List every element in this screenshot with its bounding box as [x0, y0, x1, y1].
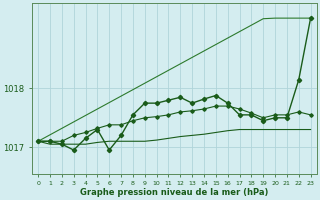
- X-axis label: Graphe pression niveau de la mer (hPa): Graphe pression niveau de la mer (hPa): [80, 188, 268, 197]
